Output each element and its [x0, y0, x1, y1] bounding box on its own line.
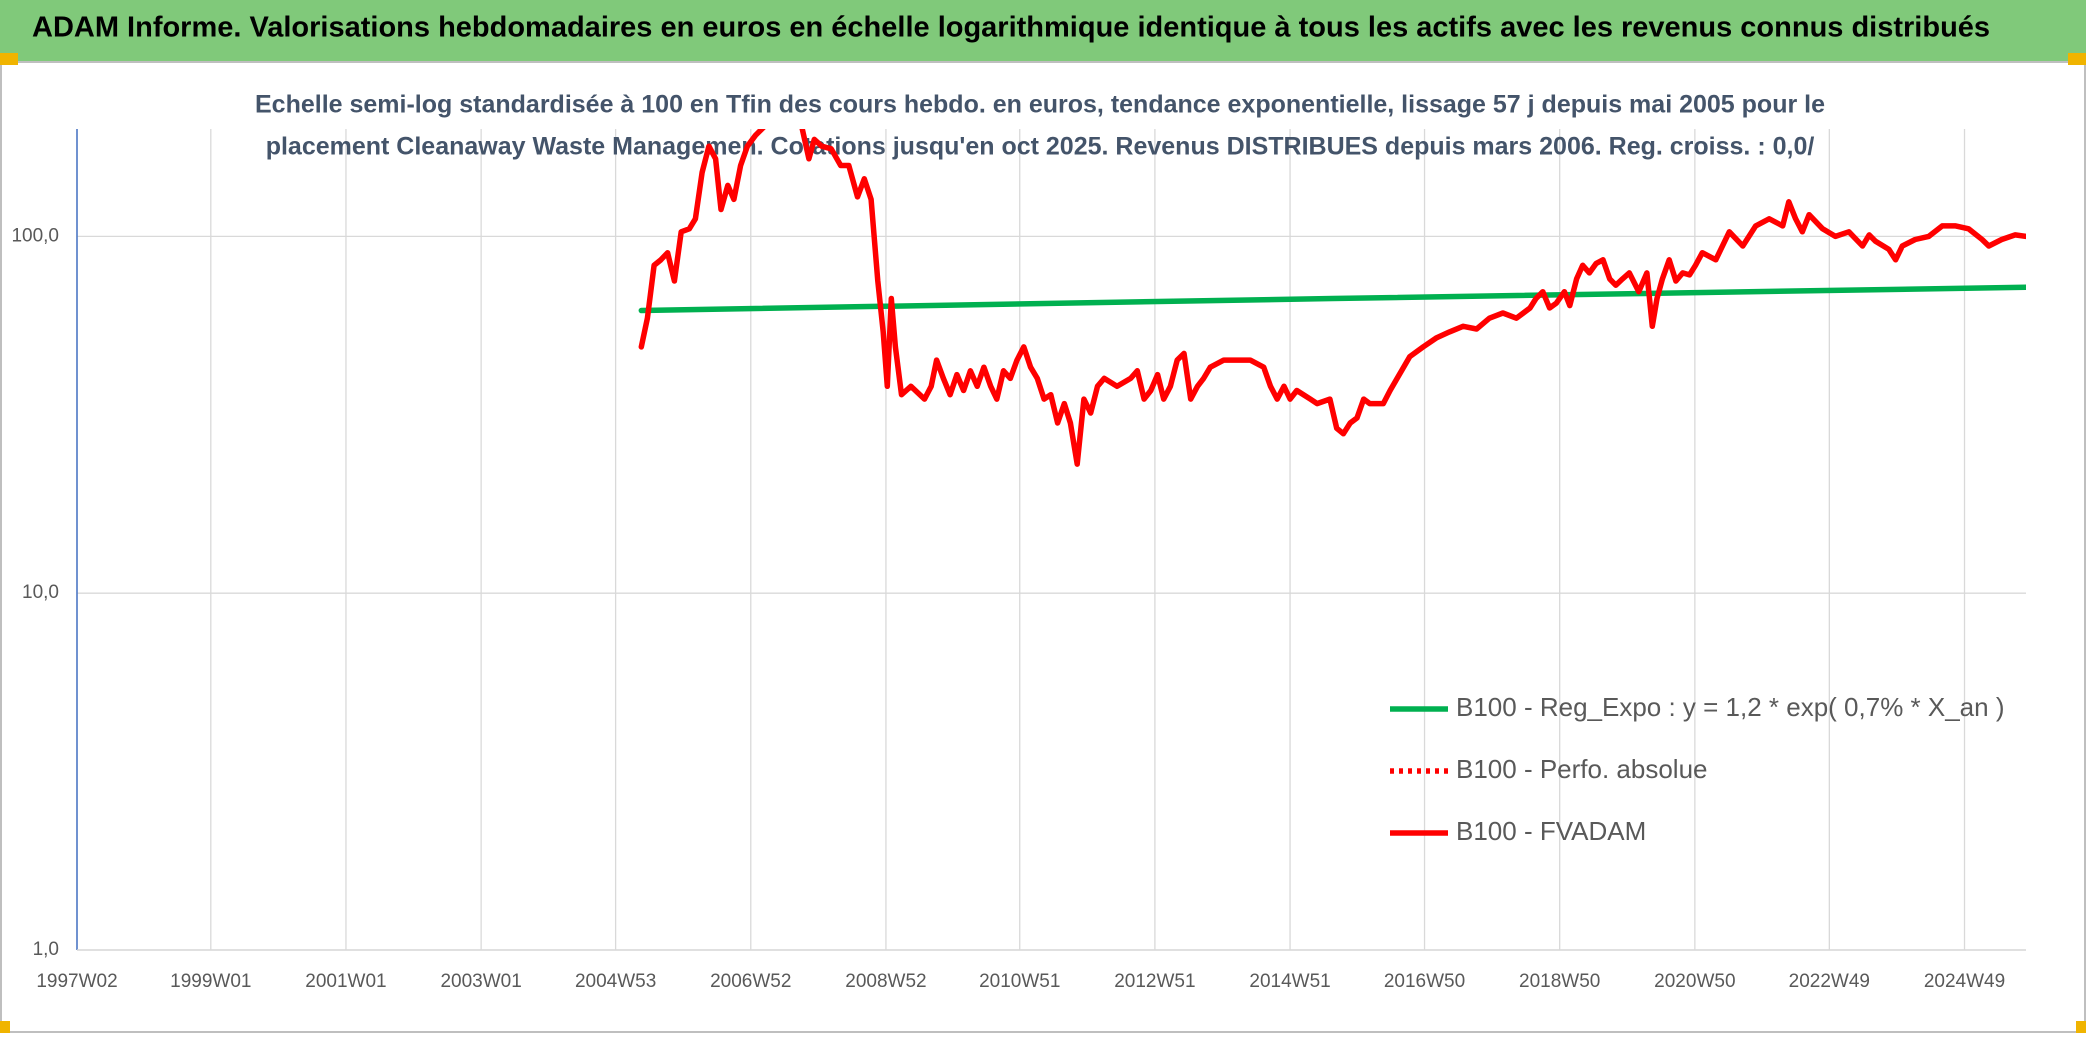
x-tick-label: 2004W53 [575, 971, 656, 992]
x-tick-label: 2001W01 [305, 971, 386, 992]
x-tick-label: 2006W52 [710, 971, 791, 992]
plot-area [638, 129, 2026, 467]
y-tick-label: 100,0 [11, 225, 59, 246]
x-tick-label: 2012W51 [1114, 971, 1195, 992]
corner-mark [2068, 53, 2086, 65]
chart-subtitle: Echelle semi-log standardisée à 100 en T… [255, 91, 1825, 119]
x-tick-label: 2020W50 [1654, 971, 1735, 992]
chart-subtitle: placement Cleanaway Waste Managemen. Cot… [266, 133, 1815, 161]
x-tick-label: 2018W50 [1519, 971, 1600, 992]
corner-mark [0, 53, 18, 65]
legend: B100 - Reg_Expo : y = 1,2 * exp( 0,7% * … [1390, 692, 2005, 846]
header-bar [0, 0, 2086, 62]
legend-label: B100 - Reg_Expo : y = 1,2 * exp( 0,7% * … [1456, 692, 2005, 722]
series-line [638, 129, 2026, 467]
legend-label: B100 - Perfo. absolue [1456, 754, 1708, 784]
x-tick-label: 2024W49 [1924, 971, 2005, 992]
x-tick-label: 2010W51 [979, 971, 1060, 992]
grid: 1,0 10,0 100,0 1997W02 1999W01 2001W01 2003W01… [11, 129, 2026, 992]
x-tick-label: 2003W01 [440, 971, 521, 992]
y-tick-label: 10,0 [22, 582, 59, 603]
y-tick-label: 1,0 [33, 939, 59, 960]
legend-label: B100 - FVADAM [1456, 816, 1646, 846]
x-tick-label: 1997W02 [36, 971, 117, 992]
x-tick-label: 2014W51 [1249, 971, 1330, 992]
corner-mark [2076, 1021, 2086, 1033]
corner-mark [0, 1021, 10, 1033]
x-tick-label: 2008W52 [845, 971, 926, 992]
series-line [638, 284, 2026, 314]
chart-title: ADAM Informe. Valorisations hebdomadaire… [32, 12, 1990, 44]
x-tick-label: 2016W50 [1384, 971, 1465, 992]
x-tick-label: 2022W49 [1789, 971, 1870, 992]
chart-frame [0, 61, 2086, 1033]
x-tick-label: 1999W01 [170, 971, 251, 992]
